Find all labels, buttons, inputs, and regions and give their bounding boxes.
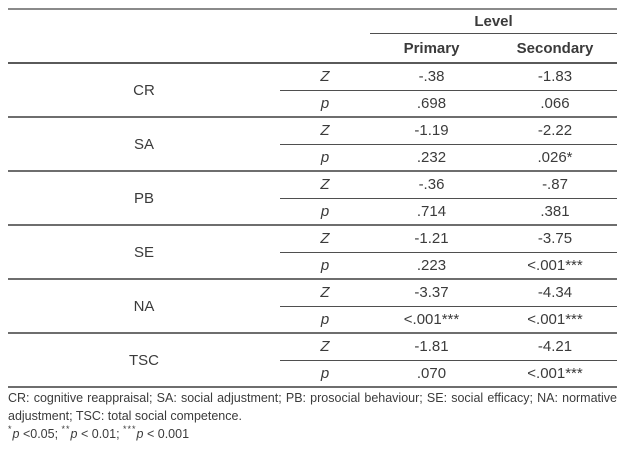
stat-label-p: p <box>320 364 330 382</box>
sig-p-1: p <box>12 427 20 441</box>
stat-label-z: Z <box>320 176 330 194</box>
variable-label: TSC <box>129 351 159 369</box>
header-primary: Primary <box>403 39 460 57</box>
abbreviation-note: CR: cognitive reappraisal; SA: social ad… <box>8 391 617 423</box>
p-row: p .714 .381 <box>280 199 617 225</box>
variable-label: NA <box>133 297 155 315</box>
table-footnote: CR: cognitive reappraisal; SA: social ad… <box>8 390 617 444</box>
header-secondary: Secondary <box>516 39 594 57</box>
z-value-primary: -3.37 <box>414 284 449 302</box>
z-value-primary: -1.19 <box>414 122 449 140</box>
table-group-cr: CR Z -.38 -1.83 p .698 .066 <box>8 64 617 118</box>
p-row: p .698 .066 <box>280 91 617 117</box>
z-value-secondary: -.87 <box>542 176 568 194</box>
table-group-na: NA Z -3.37 -4.34 p <.001*** <.001*** <box>8 280 617 334</box>
p-value-primary: <.001*** <box>403 310 460 328</box>
p-row: p .223 <.001*** <box>280 253 617 279</box>
z-row: Z -.36 -.87 <box>280 172 617 199</box>
p-value-secondary: <.001*** <box>527 364 583 382</box>
z-row: Z -1.81 -4.21 <box>280 334 617 361</box>
z-row: Z -1.19 -2.22 <box>280 118 617 145</box>
z-value-secondary: -4.34 <box>537 284 573 302</box>
sig-p-2: p <box>70 427 78 441</box>
stat-label-z: Z <box>320 68 330 86</box>
stat-label-p: p <box>320 256 330 274</box>
z-value-primary: -.38 <box>418 68 445 86</box>
p-value-primary: .714 <box>416 202 447 220</box>
stat-label-z: Z <box>320 338 330 356</box>
p-row: p <.001*** <.001*** <box>280 307 617 333</box>
z-row: Z -.38 -1.83 <box>280 64 617 91</box>
p-value-primary: .232 <box>416 148 447 166</box>
variable-label: CR <box>133 81 155 99</box>
stat-label-p: p <box>320 94 330 112</box>
p-row: p .070 <.001*** <box>280 361 617 387</box>
variable-label: PB <box>133 189 154 207</box>
results-table: Level Primary Secondary CR Z -.38 -1.83 … <box>8 8 617 388</box>
z-value-secondary: -3.75 <box>537 230 573 248</box>
table-group-se: SE Z -1.21 -3.75 p .223 <.001*** <box>8 226 617 280</box>
table-header-spanner-row: Level <box>8 8 617 34</box>
stat-label-p: p <box>320 310 330 328</box>
z-value-secondary: -1.83 <box>537 68 573 86</box>
stat-label-z: Z <box>320 284 330 302</box>
p-value-primary: .698 <box>416 94 447 112</box>
sig-rest-3: < 0.001 <box>143 427 190 441</box>
z-row: Z -3.37 -4.34 <box>280 280 617 307</box>
stat-label-p: p <box>320 148 330 166</box>
p-value-secondary: .066 <box>540 94 570 112</box>
stat-label-z: Z <box>320 122 330 140</box>
variable-label: SA <box>133 135 154 153</box>
z-value-primary: -.36 <box>418 176 445 194</box>
p-value-secondary: <.001*** <box>527 310 583 328</box>
table-header-columns-row: Primary Secondary <box>8 34 617 64</box>
sig-p-3: p <box>136 427 144 441</box>
header-empty-cell <box>8 10 370 34</box>
sig-rest-2: < 0.01; <box>77 427 124 441</box>
header-empty-cell <box>8 34 370 62</box>
significance-note: *p <0.05; **p < 0.01; ***p < 0.001 <box>8 423 617 444</box>
p-value-primary: .223 <box>416 256 447 274</box>
table-group-tsc: TSC Z -1.81 -4.21 p .070 <.001*** <box>8 334 617 388</box>
z-value-secondary: -4.21 <box>537 338 573 356</box>
z-row: Z -1.21 -3.75 <box>280 226 617 253</box>
sig-rest-1: <0.05; <box>19 427 62 441</box>
table-group-pb: PB Z -.36 -.87 p .714 .381 <box>8 172 617 226</box>
stat-label-p: p <box>320 202 330 220</box>
z-value-primary: -1.81 <box>414 338 449 356</box>
p-value-primary: .070 <box>416 364 447 382</box>
sig-star-2: ** <box>61 423 71 434</box>
sig-star-3: *** <box>123 423 137 434</box>
p-value-secondary: .381 <box>540 202 570 220</box>
variable-label: SE <box>133 243 154 261</box>
header-level: Level <box>370 10 617 34</box>
z-value-primary: -1.21 <box>414 230 449 248</box>
p-row: p .232 .026* <box>280 145 617 171</box>
stat-label-z: Z <box>320 230 330 248</box>
table-group-sa: SA Z -1.19 -2.22 p .232 .026* <box>8 118 617 172</box>
p-value-secondary: .026* <box>537 148 573 166</box>
z-value-secondary: -2.22 <box>537 122 573 140</box>
sig-star-1: * <box>8 423 13 434</box>
p-value-secondary: <.001*** <box>527 256 583 274</box>
